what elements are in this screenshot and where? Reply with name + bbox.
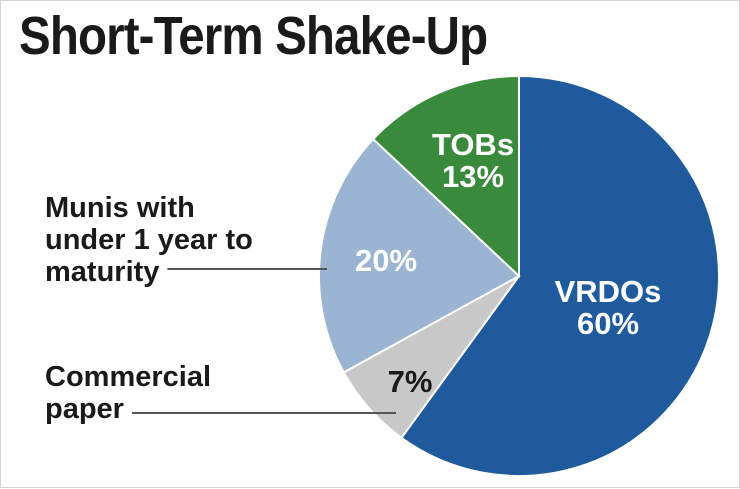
callout-label-munis-with-under-1-year-to-maturity: maturity [45, 256, 159, 288]
slice-label-tobs: 13% [442, 159, 504, 194]
callout-label-commercial-paper: paper [45, 393, 124, 425]
callout-label-munis-with-under-1-year-to-maturity: Munis with [45, 192, 195, 224]
callout-label-commercial-paper: Commercial [45, 361, 211, 393]
pie-slice-munis-with-under-1-year-to-maturity [318, 137, 521, 374]
callout-label-munis-with-under-1-year-to-maturity: under 1 year to [45, 224, 253, 256]
slice-label-vrdos: 60% [577, 306, 639, 341]
pie-slice-vrdos [400, 74, 720, 477]
slice-label-tobs: TOBs [432, 127, 514, 162]
slice-label-vrdos: VRDOs [555, 274, 662, 309]
slice-label-commercial-paper: 7% [388, 364, 433, 399]
pie-slice-tobs [371, 74, 520, 279]
slice-label-munis-with-under-1-year-to-maturity: 20% [355, 243, 417, 278]
chart-title: Short-Term Shake-Up [19, 6, 488, 66]
